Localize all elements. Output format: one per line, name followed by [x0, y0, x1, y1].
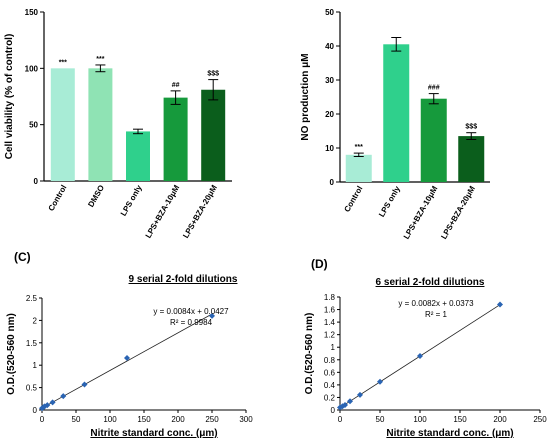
y-tick-label: 40 — [325, 42, 334, 51]
x-category-label: LPS+BZA-10μM — [402, 184, 440, 241]
fit-equation: y = 0.0084x + 0.0427 — [153, 307, 229, 316]
x-tick-label: 300 — [239, 415, 253, 424]
data-point — [497, 301, 503, 308]
x-category-label: LPS only — [119, 183, 144, 218]
x-tick-label: 150 — [137, 415, 151, 424]
y-tick-label: 0.5 — [26, 384, 38, 393]
bar — [420, 98, 447, 182]
data-point — [417, 353, 423, 360]
bar — [201, 89, 226, 181]
x-tick-label: 200 — [171, 415, 185, 424]
y-tick-label: 1.2 — [324, 331, 336, 340]
chart-title: 6 serial 2-fold dilutions — [376, 277, 485, 288]
y-tick-label: 30 — [325, 76, 334, 85]
significance-label: *** — [96, 56, 104, 63]
data-point — [49, 399, 56, 406]
x-axis-label: Nitrite standard conc. (μm) — [386, 428, 513, 439]
x-tick-label: 200 — [493, 415, 507, 424]
y-tick-label: 20 — [325, 110, 334, 119]
y-tick-label: 1.8 — [324, 293, 336, 302]
data-point — [124, 355, 130, 362]
y-tick-label: 150 — [25, 8, 39, 17]
x-tick-label: 50 — [376, 415, 385, 424]
bar — [458, 136, 485, 182]
significance-label: $$$ — [207, 71, 219, 78]
y-tick-label: 10 — [325, 144, 334, 153]
y-tick-label: 1.4 — [324, 318, 336, 327]
x-category-label: LPS+BZA-20μM — [439, 184, 477, 241]
x-tick-label: 100 — [103, 415, 117, 424]
bar — [163, 97, 188, 181]
data-point — [347, 398, 353, 405]
panel-label: (C) — [14, 250, 31, 264]
x-tick-label: 0 — [40, 415, 45, 424]
y-tick-label: 1 — [331, 343, 336, 352]
y-tick-label: 1 — [33, 361, 38, 370]
r-squared: R² = 1 — [425, 310, 448, 319]
x-category-label: Control — [47, 184, 69, 213]
data-point — [44, 402, 51, 409]
y-tick-label: 50 — [325, 8, 334, 17]
y-tick-label: 0 — [330, 178, 335, 187]
y-tick-label: 0.6 — [324, 368, 336, 377]
significance-label: *** — [59, 59, 67, 66]
x-tick-label: 100 — [413, 415, 427, 424]
y-tick-label: 1.5 — [26, 339, 38, 348]
x-tick-label: 50 — [72, 415, 81, 424]
significance-label: $$$ — [465, 124, 477, 131]
x-category-label: LPS only — [377, 184, 402, 219]
bar — [50, 68, 75, 181]
y-tick-label: 0 — [34, 177, 39, 186]
x-tick-label: 150 — [453, 415, 467, 424]
y-axis-label: NO production μM — [300, 53, 311, 140]
x-category-label: LPS+BZA-20μM — [181, 183, 219, 240]
chart-title: 9 serial 2-fold dilutions — [129, 274, 238, 285]
y-axis-label: Cell viability (% of control) — [4, 34, 15, 160]
significance-label: ### — [428, 85, 440, 92]
r-squared: R² = 0.9984 — [170, 318, 213, 327]
data-point — [342, 401, 348, 408]
data-point — [377, 378, 383, 385]
y-tick-label: 0 — [331, 406, 336, 415]
bar — [126, 131, 150, 181]
y-tick-label: 50 — [29, 121, 38, 130]
x-tick-label: 250 — [205, 415, 219, 424]
data-point — [81, 381, 88, 388]
bar — [345, 154, 372, 182]
x-category-label: Control — [342, 185, 364, 214]
x-category-label: DMSO — [86, 184, 106, 209]
x-axis-label: Nitrite standard conc. (μm) — [90, 428, 217, 439]
data-point — [209, 312, 215, 319]
y-tick-label: 0.4 — [324, 381, 336, 390]
data-point — [60, 393, 67, 400]
fit-equation: y = 0.0082x + 0.0373 — [398, 299, 474, 308]
significance-label: *** — [355, 144, 363, 151]
y-tick-label: 0.8 — [324, 356, 336, 365]
y-axis-label: O.D.(520-560 nm) — [304, 313, 315, 395]
y-tick-label: 2 — [33, 316, 38, 325]
y-tick-label: 0 — [33, 406, 38, 415]
panel-label: (D) — [311, 257, 328, 271]
x-category-label: LPS+BZA-10μM — [144, 183, 182, 240]
trendline — [41, 313, 213, 409]
y-tick-label: 1.6 — [324, 306, 336, 315]
data-point — [357, 391, 363, 398]
y-tick-label: 0.2 — [324, 393, 336, 402]
y-tick-label: 100 — [25, 64, 39, 73]
significance-label: ## — [172, 82, 180, 89]
bar — [383, 44, 410, 182]
y-axis-label: O.D.(520-560 nm) — [6, 313, 17, 395]
y-tick-label: 2.5 — [26, 294, 38, 303]
bar — [88, 68, 113, 181]
x-tick-label: 0 — [338, 415, 343, 424]
x-tick-label: 250 — [533, 415, 547, 424]
